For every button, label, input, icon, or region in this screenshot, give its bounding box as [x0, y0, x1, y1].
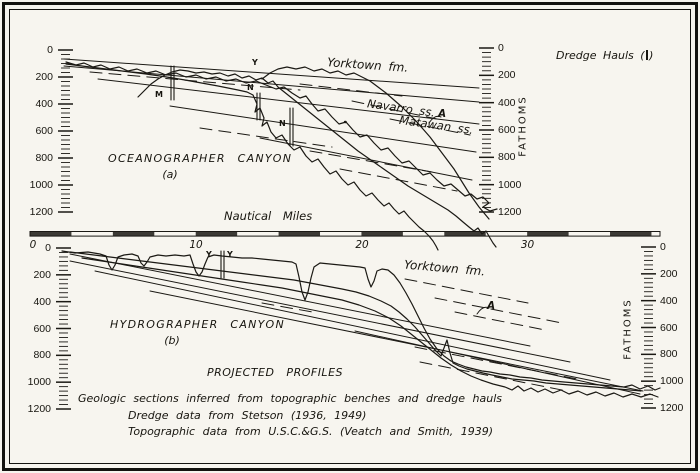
- top-strata-dashed: [299, 83, 403, 97]
- scale-bar-segment: [195, 231, 238, 237]
- fathom-axis-top-right-tick-label: 1200: [498, 206, 522, 218]
- scale-bar-segment: [30, 231, 72, 237]
- top-strata-solid: [169, 105, 477, 153]
- bottom-strata-solid: [69, 253, 531, 347]
- fathom-axis-bottom-left-tick-label: 0: [45, 242, 51, 254]
- bottom-strata-dashed: [419, 361, 568, 392]
- dredge-haul-bar-icon: [645, 50, 649, 60]
- bottom-strata-dashed: [454, 311, 546, 331]
- fathom-axis-bottom-right-tick-label: 1200: [660, 402, 684, 414]
- dredge-marker-Y-top: Y: [252, 58, 258, 67]
- fathom-axis-bottom-right-tick-label: 400: [660, 294, 678, 307]
- bottom-strata-solid: [94, 270, 611, 381]
- top-strata-dashed: [309, 150, 433, 173]
- scale-bar-segment: [444, 231, 486, 237]
- scale-bar-segment: [610, 231, 652, 237]
- top-strata-dashed: [351, 100, 438, 120]
- fathom-axis-top-right-tick-label: 400: [498, 96, 516, 109]
- top-strata-solid: [97, 78, 480, 125]
- bottom-a-arrow: [476, 306, 490, 315]
- caption-line-2: Dredge data from Stetson (1936, 1949): [128, 409, 367, 422]
- paren-close: ): [649, 49, 654, 62]
- bottom-strata-dashed: [434, 297, 563, 324]
- dredge-marker-Y-left: Y: [206, 250, 212, 259]
- dredge-hauls-label: Dredge Hauls: [556, 49, 634, 62]
- scale-bar-segment: [527, 231, 569, 237]
- fathom-axis-top-left-tick-label: 200: [35, 71, 53, 83]
- fathom-axis-bottom-right-tick-label: 1000: [660, 375, 684, 388]
- fathom-axis-bottom-left-tick-label: 200: [33, 268, 51, 281]
- fathom-axis-top-right-tick-label: 0: [498, 42, 504, 54]
- fathom-axis-top-left-tick-label: 0: [47, 44, 53, 56]
- scale-bar-segment: [278, 231, 321, 237]
- top-profile-3: [65, 63, 439, 251]
- fathom-axis-bottom-right-tick-label: 200: [660, 267, 678, 280]
- top-strata-dashed: [199, 127, 333, 148]
- fathom-axis-bottom-right-tick-label: 800: [660, 348, 678, 361]
- top-profile-4: [261, 66, 490, 220]
- fathom-axis-bottom-right-tick-label: 600: [660, 321, 678, 334]
- paren-open: (: [640, 49, 645, 62]
- fathom-axis-top-right-tick-label: 600: [498, 124, 516, 136]
- panel-b-title: HYDROGRAPHER CANYON: [110, 318, 285, 331]
- fathom-axis-top-left-tick-label: 400: [35, 98, 53, 110]
- top-a-arrow: [428, 115, 442, 124]
- top-profile-1: [65, 61, 498, 212]
- fathom-axis-top-left-tick-label: 600: [35, 125, 53, 137]
- fathom-axis-bottom-right-tick-label: 0: [660, 241, 666, 253]
- mile-tick-label: 30: [520, 239, 535, 251]
- panel-a-title: OCEANOGRAPHER CANYON: [108, 152, 293, 165]
- caption-line-3: Topographic data from U.S.C.&G.S. (Veatc…: [128, 425, 494, 438]
- top-strata-solid: [63, 58, 480, 89]
- panel-a-subtitle: (a): [162, 168, 178, 181]
- bottom-profile-2: [69, 251, 642, 392]
- bottom-strata-dashed: [404, 278, 529, 304]
- mile-tick-label: 0: [29, 239, 37, 251]
- fathom-axis-top-left-tick-label: 800: [35, 152, 53, 164]
- dredge-marker-M: M: [155, 90, 163, 99]
- fathom-axis-bottom-left-tick-label: 600: [33, 322, 51, 335]
- fathom-axis-top-left-tick-label: 1200: [29, 206, 53, 218]
- bottom-profile-1: [61, 250, 661, 391]
- fathom-axis-bottom-left-tick-label: 800: [33, 349, 51, 362]
- nautical-miles-label: Nautical Miles: [224, 209, 313, 223]
- scale-bar-segment: [112, 231, 155, 237]
- dredge-marker-Y-right: Y: [227, 250, 233, 259]
- section-a-label-top: A: [438, 108, 447, 120]
- mile-tick-label: 10: [189, 239, 203, 251]
- scale-bar-segment: [361, 231, 403, 237]
- top-profile-2: [137, 69, 497, 248]
- dredge-marker-N2: N: [279, 119, 286, 128]
- bottom-strata-solid: [149, 290, 644, 392]
- mile-tick-label: 20: [355, 239, 369, 251]
- caption-title: PROJECTED PROFILES: [206, 366, 343, 379]
- panel-b-subtitle: (b): [164, 334, 180, 347]
- bottom-strata-dashed: [261, 302, 319, 314]
- fathoms-label-bottom: FATHOMS: [622, 298, 634, 360]
- section-a-label-bottom: A: [487, 300, 496, 312]
- fathom-axis-bottom-left-tick-label: 1200: [27, 403, 51, 415]
- bottom-profile-3: [81, 257, 659, 398]
- dredge-marker-N1: N: [247, 83, 254, 92]
- fathom-axis-top-left-tick-label: 1000: [29, 179, 53, 191]
- fathom-axis-top-right-tick-label: 800: [498, 151, 516, 164]
- caption-line-1: Geologic sections inferred from topograp…: [78, 392, 502, 405]
- fathom-axis-bottom-left-tick-label: 1000: [27, 376, 51, 389]
- top-strata-solid: [259, 137, 473, 181]
- fathom-axis-bottom-left-tick-label: 400: [33, 295, 51, 308]
- fathom-axis-top-right-tick-label: 200: [498, 69, 516, 82]
- fathom-axis-top-right-tick-label: 1000: [498, 178, 522, 191]
- top-strata-dashed: [89, 71, 301, 91]
- fathoms-label-top: FATHOMS: [517, 95, 529, 157]
- top-strata-dashed: [389, 118, 471, 136]
- bottom-strata-solid: [354, 330, 641, 395]
- bottom-strata-solid: [69, 260, 571, 363]
- dredge-hauls-legend: Dredge Hauls (): [556, 49, 653, 62]
